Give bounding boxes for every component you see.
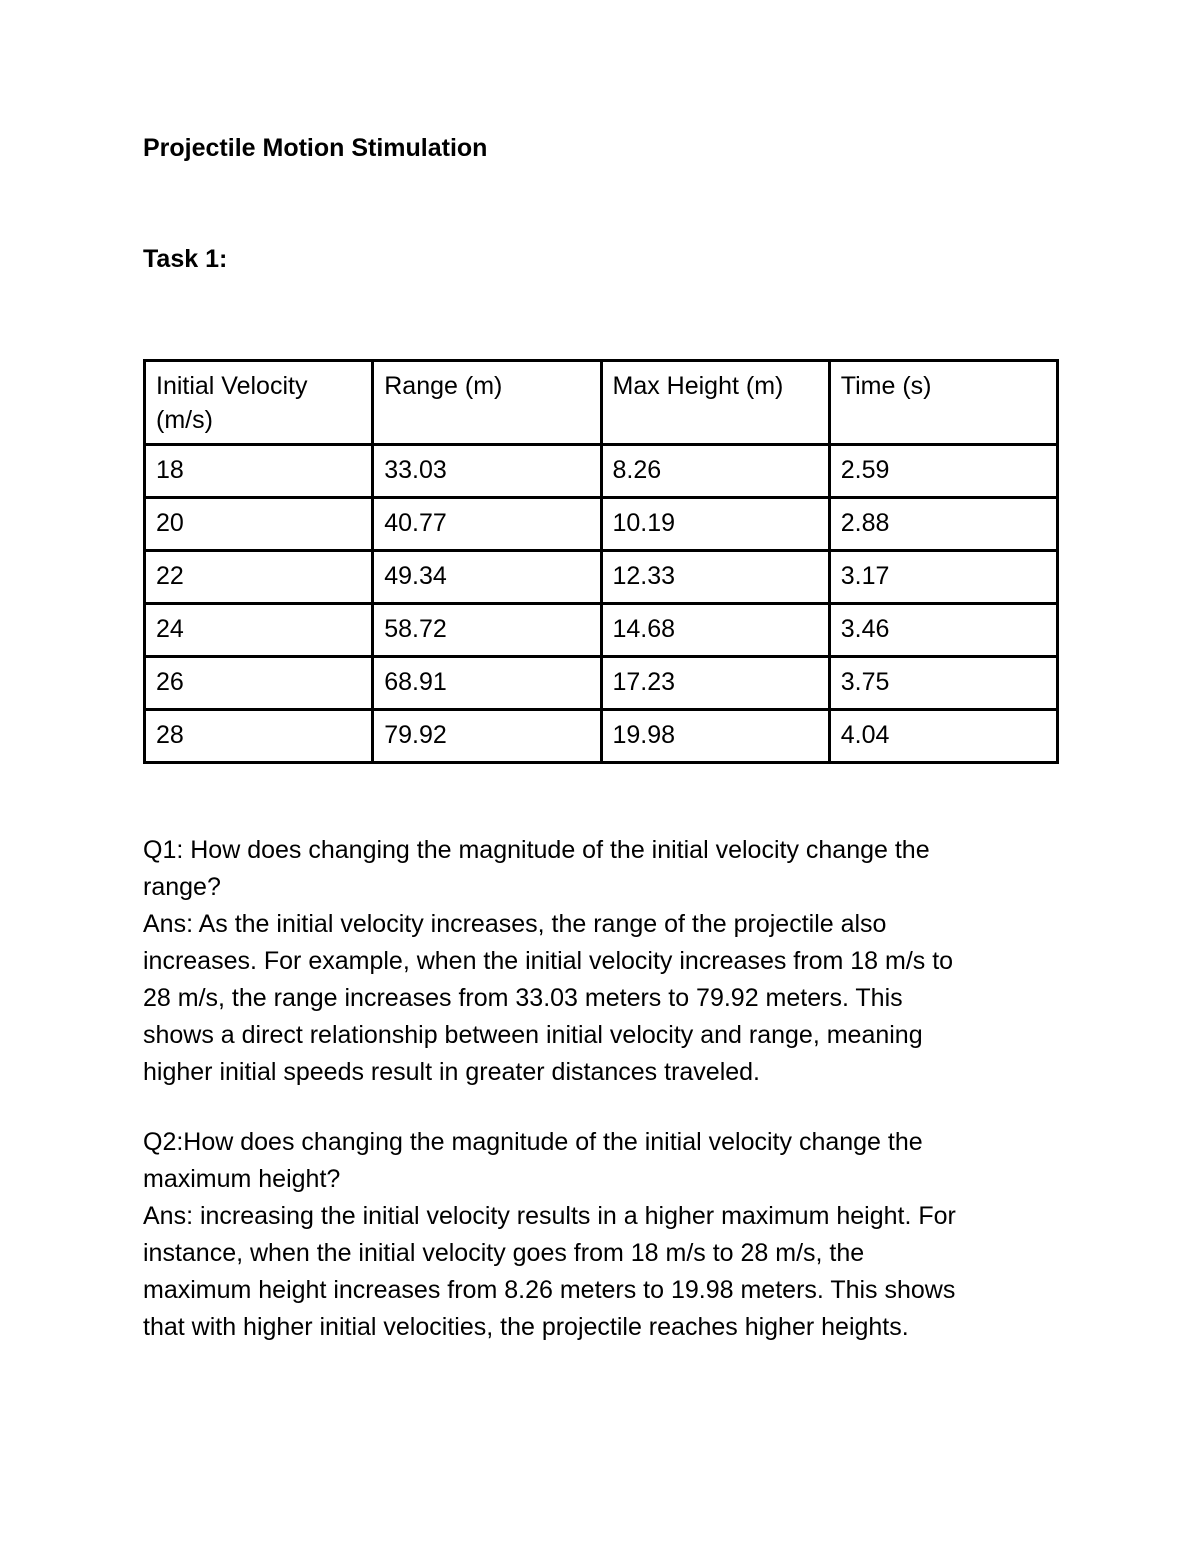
text-line: higher initial speeds result in greater …	[143, 1058, 761, 1086]
table-header-cell: Range (m)	[371, 359, 603, 446]
table-cell-max-height: 10.19	[599, 496, 831, 552]
table-cell-max-height: 17.23	[599, 655, 831, 711]
table-row: 22 49.34 12.33 3.17	[142, 549, 1060, 605]
text-line: instance, when the initial velocity goes…	[143, 1239, 865, 1267]
table-cell-time: 2.59	[827, 443, 1060, 499]
table-cell-time: 3.17	[827, 549, 1060, 605]
table-cell-range: 68.91	[371, 655, 603, 711]
text-line: maximum height increases from 8.26 meter…	[143, 1276, 956, 1304]
table-cell-max-height: 19.98	[599, 708, 831, 764]
table-cell-time: 3.75	[827, 655, 1060, 711]
text-line: Q1: How does changing the magnitude of t…	[143, 836, 930, 864]
table-header-cell: Max Height (m)	[599, 359, 831, 446]
text-line: increases. For example, when the initial…	[143, 947, 954, 975]
table-row: 18 33.03 8.26 2.59	[142, 443, 1060, 499]
table-cell-initial-velocity: 22	[142, 549, 375, 605]
results-table: Initial Velocity (m/s) Range (m) Max Hei…	[142, 359, 1060, 764]
table-cell-initial-velocity: 18	[142, 443, 375, 499]
table-cell-time: 4.04	[827, 708, 1060, 764]
table-cell-max-height: 8.26	[599, 443, 831, 499]
table-row: 26 68.91 17.23 3.75	[142, 655, 1060, 711]
text-line: range?	[143, 873, 221, 901]
table-cell-initial-velocity: 24	[142, 602, 375, 658]
text-line: 28 m/s, the range increases from 33.03 m…	[143, 984, 903, 1012]
text-line: Ans: As the initial velocity increases, …	[143, 910, 887, 938]
text-line: maximum height?	[143, 1165, 341, 1193]
text-line: Ans: increasing the initial velocity res…	[143, 1202, 956, 1230]
table-cell-range: 58.72	[371, 602, 603, 658]
table-cell-initial-velocity: 26	[142, 655, 375, 711]
table-header-cell: Initial Velocity (m/s)	[142, 359, 375, 446]
table-row: 24 58.72 14.68 3.46	[142, 602, 1060, 658]
table-row: 28 79.92 19.98 4.04	[142, 708, 1060, 764]
text-line: that with higher initial velocities, the…	[143, 1313, 909, 1341]
table-cell-time: 3.46	[827, 602, 1060, 658]
question-1-block: Q1: How does changing the magnitude of t…	[143, 832, 953, 1091]
question-2-block: Q2:How does changing the magnitude of th…	[143, 1124, 956, 1346]
table-cell-time: 2.88	[827, 496, 1060, 552]
table-row: 20 40.77 10.19 2.88	[142, 496, 1060, 552]
table-cell-initial-velocity: 20	[142, 496, 375, 552]
text-line: shows a direct relationship between init…	[143, 1021, 923, 1049]
table-header-cell: Time (s)	[827, 359, 1060, 446]
table-cell-range: 40.77	[371, 496, 603, 552]
table-cell-max-height: 14.68	[599, 602, 831, 658]
table-header-row: Initial Velocity (m/s) Range (m) Max Hei…	[142, 359, 1060, 446]
task-heading: Task 1:	[143, 245, 228, 273]
table-cell-max-height: 12.33	[599, 549, 831, 605]
table-cell-range: 33.03	[371, 443, 603, 499]
table-cell-range: 49.34	[371, 549, 603, 605]
table-body: 18 33.03 8.26 2.59 20 40.77 10.19 2.88 2…	[142, 443, 1060, 764]
text-line: Q2:How does changing the magnitude of th…	[143, 1128, 923, 1156]
table-cell-range: 79.92	[371, 708, 603, 764]
document-title: Projectile Motion Stimulation	[143, 134, 488, 162]
table-header: Initial Velocity (m/s) Range (m) Max Hei…	[142, 359, 1060, 446]
table-cell-initial-velocity: 28	[142, 708, 375, 764]
